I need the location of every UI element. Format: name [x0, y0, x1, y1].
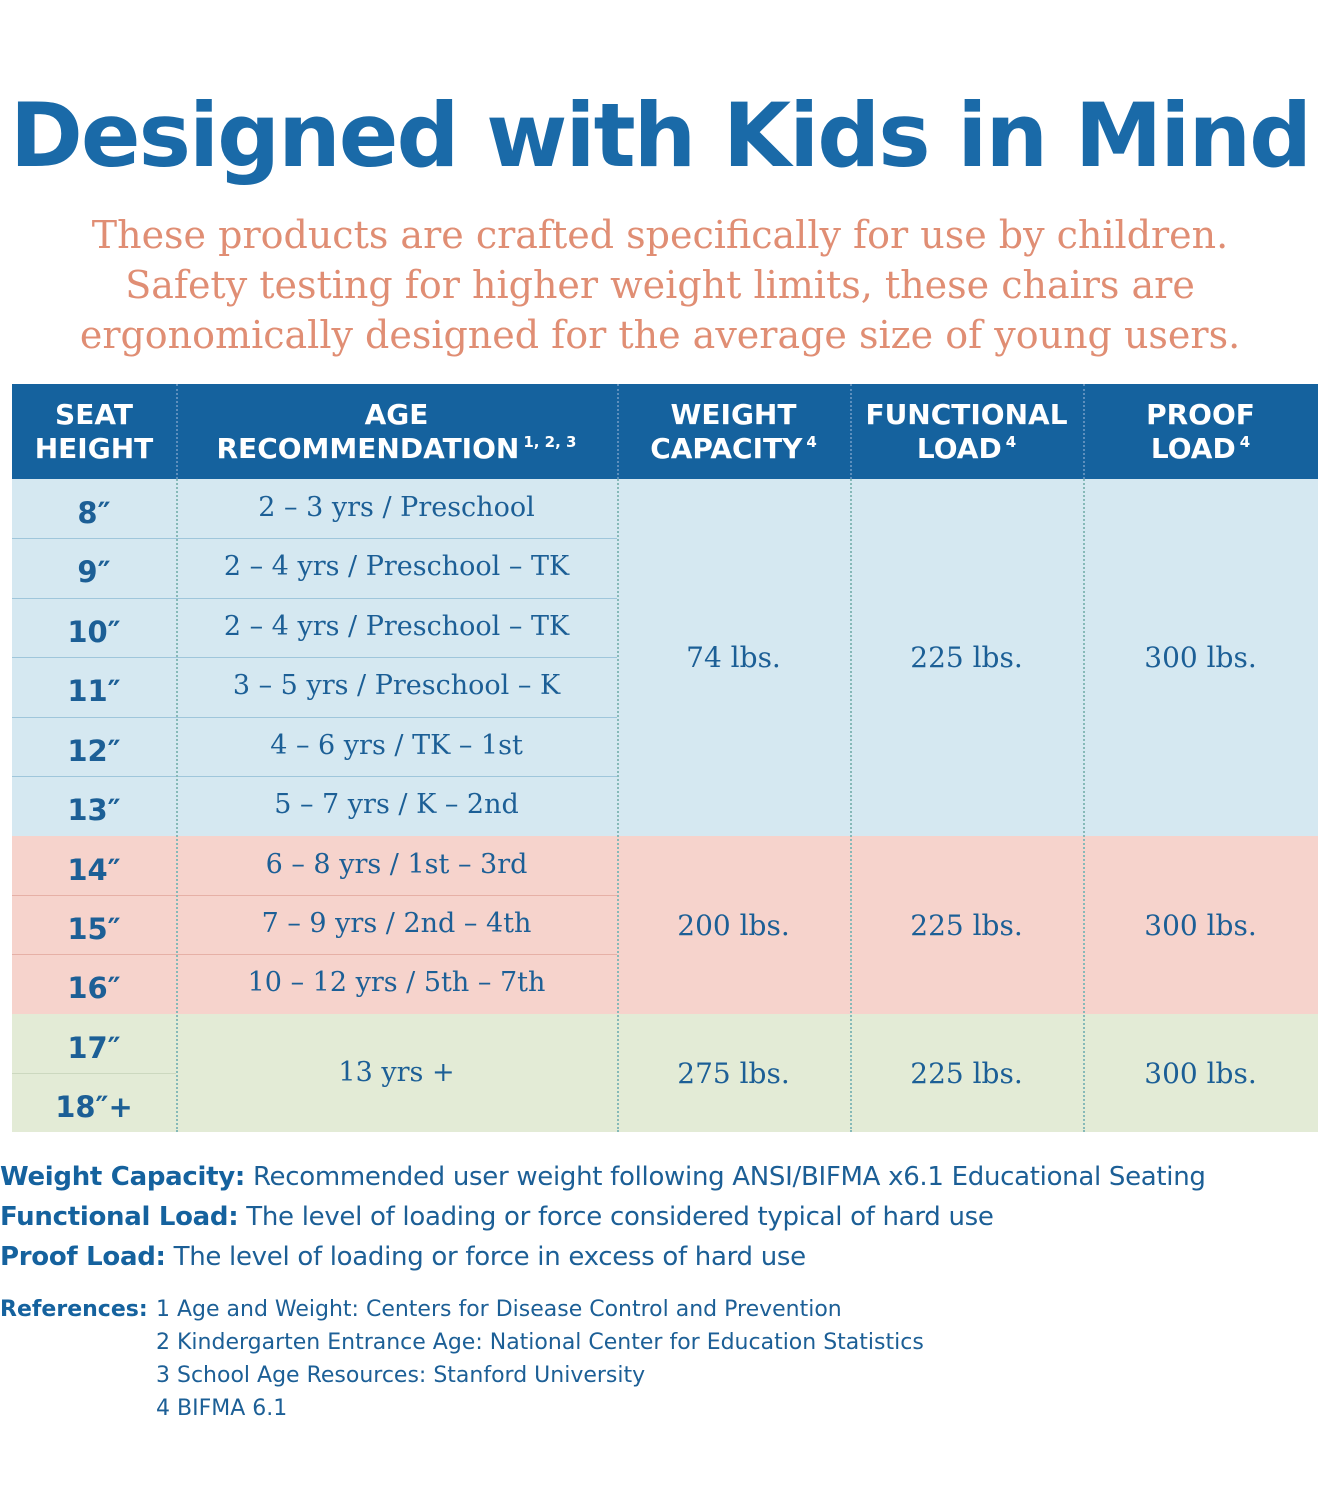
seat-height-cell: 14″: [67, 852, 121, 887]
subtitle-line: Safety testing for higher weight limits,…: [125, 263, 1195, 307]
proof-load-cell: 300 lbs.: [1144, 908, 1257, 942]
footnote-marker: 1, 2, 3: [523, 432, 577, 451]
age-cell: 4 – 6 yrs / TK – 1st: [270, 730, 523, 761]
seat-height-cell: 12″: [67, 733, 121, 768]
definition-proof-load: Proof Load: The level of loading or forc…: [0, 1237, 1320, 1277]
page-title: Designed with Kids in Mind: [9, 84, 1312, 187]
definition-text: The level of loading or force considered…: [246, 1202, 994, 1232]
references-label: References:: [0, 1297, 148, 1322]
functional-load-cell: 225 lbs.: [910, 1056, 1023, 1090]
seat-height-cell: 10″: [67, 614, 121, 649]
column-divider: [1083, 384, 1085, 479]
seat-height-cell: 15″: [67, 911, 121, 946]
header-weight-capacity: WEIGHT CAPACITY 4: [617, 384, 850, 479]
header-line: LOAD 4: [1151, 432, 1250, 466]
age-cell: 6 – 8 yrs / 1st – 3rd: [265, 849, 528, 880]
row-divider: [12, 717, 617, 718]
subtitle: These products are crafted specifically …: [0, 210, 1320, 360]
definition-text: Recommended user weight following ANSI/B…: [252, 1162, 1206, 1192]
header-line: HEIGHT: [34, 431, 154, 465]
age-cell: 2 – 3 yrs / Preschool: [258, 492, 535, 523]
seat-height-cell: 17″: [67, 1030, 121, 1065]
reference-item: 2 Kindergarten Entrance Age: National Ce…: [156, 1330, 924, 1355]
subtitle-line: These products are crafted specifically …: [91, 213, 1229, 257]
header-line: CAPACITY 4: [650, 432, 817, 466]
row-divider: [12, 954, 617, 955]
row-band-pink: [12, 836, 1318, 1014]
definition-term: Weight Capacity:: [0, 1162, 245, 1192]
column-divider: [1083, 384, 1085, 1132]
row-divider: [12, 1073, 176, 1074]
seat-height-cell: 11″: [67, 673, 121, 708]
age-cell: 13 yrs +: [338, 1056, 455, 1088]
reference-item: 4 BIFMA 6.1: [156, 1396, 288, 1421]
row-band-green: [12, 1014, 1318, 1132]
seat-height-cell: 8″: [77, 495, 111, 530]
reference-item: 3 School Age Resources: Stanford Univers…: [156, 1363, 646, 1388]
header-line: RECOMMENDATION 1, 2, 3: [217, 432, 577, 466]
header-line: SEAT: [55, 397, 133, 431]
column-divider: [176, 384, 178, 1132]
header-functional-load: FUNCTIONAL LOAD 4: [850, 384, 1083, 479]
header-proof-load: PROOF LOAD 4: [1083, 384, 1318, 479]
seat-height-cell: 13″: [67, 792, 121, 827]
references-label-text: References: [0, 1297, 139, 1322]
column-divider: [176, 384, 178, 479]
header-line: LOAD 4: [917, 432, 1016, 466]
references-list: 1 Age and Weight: Centers for Disease Co…: [156, 1293, 924, 1425]
weight-capacity-cell: 200 lbs.: [677, 908, 790, 942]
reference-item: 1 Age and Weight: Centers for Disease Co…: [156, 1297, 842, 1322]
row-divider: [12, 657, 617, 658]
column-divider: [617, 384, 619, 479]
seat-height-cell: 9″: [77, 554, 111, 589]
age-cell: 2 – 4 yrs / Preschool – TK: [223, 551, 570, 582]
footnote-marker: 4: [806, 432, 817, 451]
weight-capacity-cell: 275 lbs.: [677, 1056, 790, 1090]
row-divider: [12, 598, 617, 599]
definition-term: Functional Load:: [0, 1202, 239, 1232]
definition-weight-capacity: Weight Capacity: Recommended user weight…: [0, 1157, 1320, 1197]
header-line-text: LOAD: [916, 431, 1002, 465]
definition-term: Proof Load:: [0, 1242, 166, 1272]
age-cell: 2 – 4 yrs / Preschool – TK: [223, 611, 570, 642]
subtitle-line: ergonomically designed for the average s…: [79, 313, 1241, 357]
row-divider: [12, 538, 617, 539]
footnote-marker: 4: [1005, 432, 1017, 451]
header-line-text: RECOMMENDATION: [216, 431, 520, 465]
definitions: Weight Capacity: Recommended user weight…: [0, 1157, 1320, 1277]
age-cell: 10 – 12 yrs / 5th – 7th: [247, 967, 546, 998]
header-line: WEIGHT: [670, 397, 797, 431]
seat-height-cell: 16″: [67, 970, 121, 1005]
row-divider: [12, 895, 617, 896]
definition-functional-load: Functional Load: The level of loading or…: [0, 1197, 1320, 1237]
column-divider: [617, 384, 619, 1132]
header-seat-height: SEAT HEIGHT: [12, 384, 176, 479]
proof-load-cell: 300 lbs.: [1144, 1056, 1257, 1090]
functional-load-cell: 225 lbs.: [910, 908, 1023, 942]
definition-text: The level of loading or force in excess …: [173, 1242, 807, 1272]
column-divider: [850, 384, 852, 1132]
header-line-text: CAPACITY: [650, 431, 803, 465]
weight-capacity-cell: 74 lbs.: [686, 641, 781, 674]
age-cell: 5 – 7 yrs / K – 2nd: [274, 789, 519, 820]
header-age-recommendation: AGE RECOMMENDATION 1, 2, 3: [176, 384, 617, 479]
row-divider: [12, 776, 617, 777]
age-cell: 3 – 5 yrs / Preschool – K: [232, 670, 561, 701]
column-divider: [850, 384, 852, 479]
seat-height-cell: 18″+: [55, 1089, 133, 1124]
header-line: FUNCTIONAL: [865, 397, 1068, 431]
footnote-marker: 4: [1239, 432, 1251, 451]
functional-load-cell: 225 lbs.: [910, 641, 1023, 674]
table-header: SEAT HEIGHT AGE RECOMMENDATION 1, 2, 3 WE…: [12, 384, 1318, 479]
specs-table: SEAT HEIGHT AGE RECOMMENDATION 1, 2, 3 WE…: [12, 384, 1318, 1132]
header-line: PROOF: [1146, 397, 1255, 431]
header-line-text: LOAD: [1150, 431, 1236, 465]
header-line: AGE: [364, 397, 429, 431]
age-cell: 7 – 9 yrs / 2nd – 4th: [261, 908, 532, 939]
proof-load-cell: 300 lbs.: [1144, 641, 1257, 674]
